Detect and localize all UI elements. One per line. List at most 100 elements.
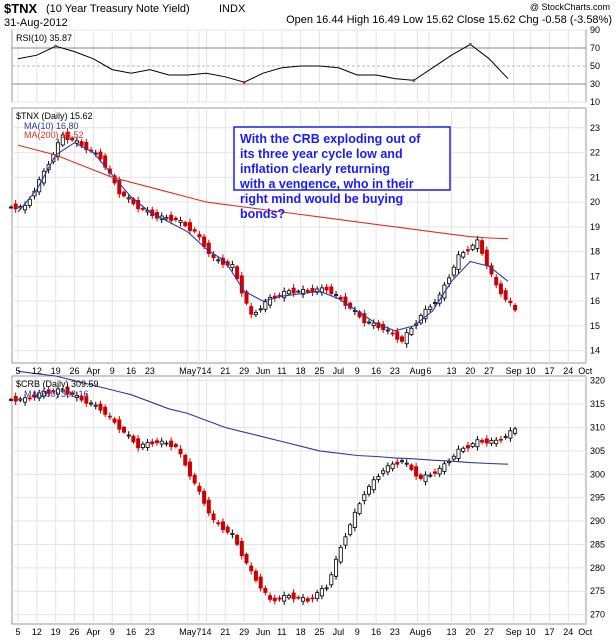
x-tick-label: 26 — [70, 366, 80, 376]
candle-body — [385, 465, 390, 473]
candle-body — [8, 398, 13, 401]
candle-body — [23, 397, 28, 403]
candle-body — [126, 197, 131, 200]
candle-body — [225, 526, 230, 533]
candle-body — [56, 388, 61, 395]
candle-body — [98, 403, 103, 411]
candle-body — [60, 389, 65, 392]
candle-body — [343, 536, 348, 546]
x-tick-label: 12 — [32, 627, 42, 637]
x-tick-label: 19 — [51, 627, 61, 637]
candle-body — [385, 329, 390, 332]
candle-body — [131, 435, 136, 443]
tnx-ma10-line — [17, 142, 509, 332]
crb-ma200-legend: MA(200) 302.16 — [24, 389, 89, 399]
candle-body — [362, 494, 367, 502]
price-tick-label: 320 — [590, 376, 605, 386]
candle-body — [70, 392, 75, 395]
candle-body — [140, 208, 145, 210]
x-tick-label: Oct — [578, 627, 593, 637]
x-tick-label: 23 — [390, 627, 400, 637]
candle-body — [253, 570, 258, 581]
price-tick-label: 315 — [590, 399, 605, 409]
rsi-overbought-marker — [468, 42, 472, 46]
candle-body — [154, 440, 159, 444]
rsi-tick-label: 30 — [590, 79, 600, 89]
x-tick-label: 20 — [465, 627, 475, 637]
x-tick-label: 27 — [484, 366, 494, 376]
annotation-line: inflation clearly returning — [240, 162, 390, 176]
candle-body — [484, 438, 489, 444]
x-tick-label: 16 — [371, 366, 381, 376]
candle-body — [178, 220, 183, 223]
candle-body — [503, 290, 508, 300]
candle-body — [60, 134, 65, 146]
x-tick-label: Jul — [333, 366, 345, 376]
candle-body — [89, 402, 94, 405]
candle-body — [136, 438, 141, 449]
annotation-line: with a vengence, who in their — [239, 177, 414, 191]
x-tick-label: Apr — [86, 627, 100, 637]
x-tick-label: 18 — [296, 627, 306, 637]
annotation-line: bonds? — [240, 207, 285, 221]
candle-body — [390, 332, 395, 335]
x-tick-label: 23 — [145, 366, 155, 376]
rsi-overbought-marker — [54, 44, 58, 48]
x-tick-label: 16 — [126, 627, 136, 637]
x-tick-label: 6 — [426, 627, 431, 637]
x-tick-label: 20 — [465, 366, 475, 376]
candle-body — [371, 322, 376, 326]
x-tick-label: Apr — [86, 366, 100, 376]
price-tick-label: 295 — [590, 493, 605, 503]
candle-body — [301, 288, 306, 295]
candle-body — [324, 286, 329, 291]
candle-body — [352, 511, 357, 528]
candle-body — [470, 443, 475, 447]
x-tick-label: 25 — [315, 627, 325, 637]
candle-body — [305, 289, 310, 293]
candle-body — [508, 430, 513, 439]
x-tick-label: 14 — [201, 366, 211, 376]
candle-body — [79, 141, 84, 147]
x-tick-label: Oct — [578, 366, 593, 376]
candle-body — [173, 217, 178, 221]
candle-body — [475, 239, 480, 249]
candle-body — [296, 290, 301, 293]
x-tick-label: 23 — [390, 366, 400, 376]
candle-body — [286, 595, 291, 599]
candle-body — [367, 486, 372, 495]
candle-body — [423, 474, 428, 483]
candle-body — [32, 394, 37, 398]
candle-body — [456, 254, 461, 270]
candle-body — [329, 574, 334, 586]
candle-body — [235, 266, 240, 280]
x-tick-label: 13 — [446, 627, 456, 637]
candle-body — [282, 290, 287, 299]
candle-body — [192, 474, 197, 484]
tnx-ma10-legend: MA(10) 16.80 — [24, 121, 79, 131]
price-tick-label: 290 — [590, 516, 605, 526]
candle-body — [494, 439, 499, 445]
price-tick-label: 305 — [590, 446, 605, 456]
candle-body — [23, 204, 28, 211]
crb-panel — [11, 375, 587, 625]
price-tick-label: 22 — [590, 148, 600, 158]
candle-body — [348, 524, 353, 536]
candle-body — [244, 553, 249, 564]
candle-body — [13, 396, 18, 402]
candle-body — [338, 296, 343, 300]
x-tick-label: 29 — [239, 627, 249, 637]
candle-body — [268, 296, 273, 306]
candle-body — [187, 461, 192, 477]
x-tick-label: 24 — [563, 627, 573, 637]
candle-body — [230, 264, 235, 268]
x-tick-label: 19 — [51, 366, 61, 376]
candle-body — [150, 441, 155, 445]
x-tick-label: Sep — [506, 627, 522, 637]
candle-body — [305, 598, 310, 602]
tnx-legend: $TNX (Daily) 15.62 — [16, 111, 93, 121]
candle-body — [272, 597, 277, 602]
x-tick-label: 23 — [145, 627, 155, 637]
x-tick-label: May — [179, 366, 197, 376]
